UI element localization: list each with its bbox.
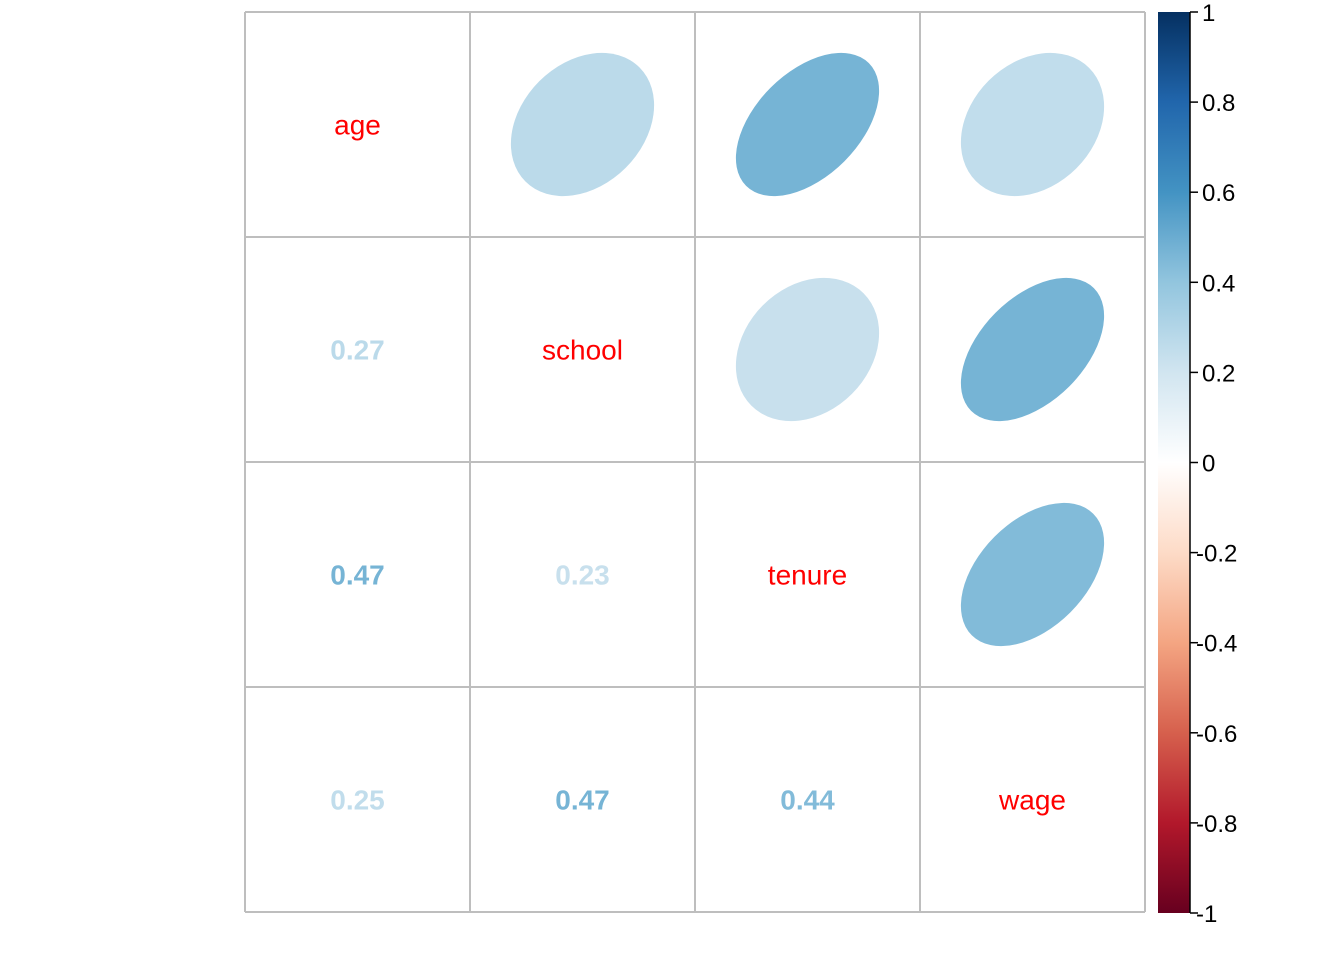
coef-tenure-age: 0.47	[330, 560, 385, 591]
coef-wage-tenure: 0.44	[780, 785, 835, 816]
coef-tenure-school: 0.23	[555, 560, 610, 591]
coef-wage-school: 0.47	[555, 785, 610, 816]
variable-label-age: age	[334, 110, 381, 141]
colorbar-tick-label: -0.4	[1196, 631, 1237, 658]
ellipse-age-tenure	[735, 52, 880, 197]
colorbar-tick-label: -1	[1196, 901, 1217, 928]
colorbar-tick-label: 1	[1202, 0, 1215, 27]
colorbar-tick-label: 0.6	[1202, 180, 1235, 207]
colorbar-tick-label: 0	[1202, 451, 1215, 478]
colorbar-tick-label: -0.2	[1196, 541, 1237, 568]
ellipse-age-wage	[960, 52, 1105, 197]
variable-label-wage: wage	[998, 785, 1066, 816]
colorbar-tick-label: 0.2	[1202, 360, 1235, 387]
ellipse-school-wage	[960, 277, 1105, 422]
ellipse-school-tenure	[735, 277, 880, 422]
variable-label-school: school	[542, 335, 623, 366]
colorbar	[1158, 12, 1190, 913]
variable-label-tenure: tenure	[768, 560, 847, 591]
colorbar-tick-label: -0.8	[1196, 811, 1237, 838]
colorbar-tick-label: 0.4	[1202, 270, 1235, 297]
ellipse-tenure-wage	[960, 502, 1105, 647]
coef-school-age: 0.27	[330, 335, 385, 366]
colorbar-tick-label: 0.8	[1202, 90, 1235, 117]
ellipse-age-school	[510, 52, 655, 197]
colorbar-tick-label: -0.6	[1196, 721, 1237, 748]
coef-wage-age: 0.25	[330, 785, 385, 816]
